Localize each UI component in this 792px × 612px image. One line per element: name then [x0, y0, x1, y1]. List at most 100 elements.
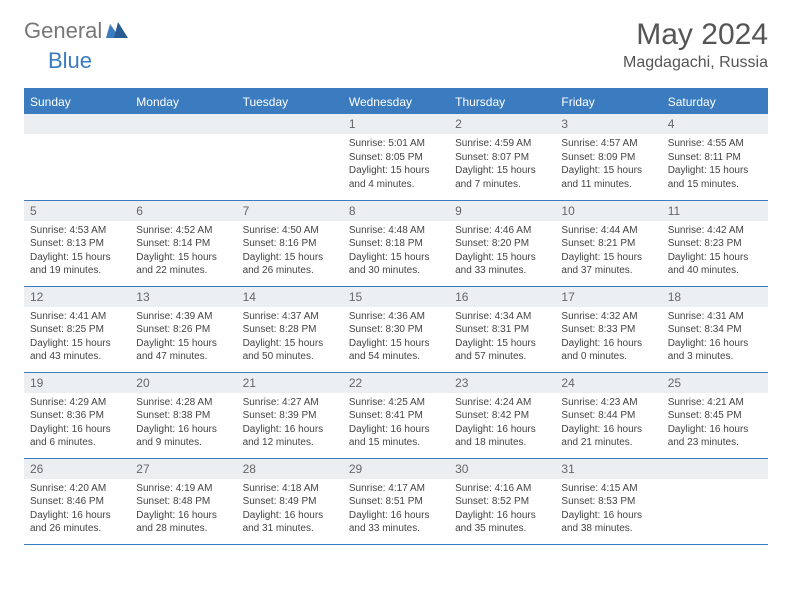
sunrise-text: Sunrise: 4:29 AM: [30, 396, 124, 410]
sunset-text: Sunset: 8:41 PM: [349, 409, 443, 423]
day-number: 6: [130, 201, 236, 221]
day-cell-12: 12Sunrise: 4:41 AMSunset: 8:25 PMDayligh…: [24, 286, 130, 372]
sunset-text: Sunset: 8:16 PM: [243, 237, 337, 251]
day-number: 22: [343, 373, 449, 393]
calendar-row: 19Sunrise: 4:29 AMSunset: 8:36 PMDayligh…: [24, 372, 768, 458]
day-number: 29: [343, 459, 449, 479]
day-cell-2: 2Sunrise: 4:59 AMSunset: 8:07 PMDaylight…: [449, 114, 555, 200]
weekday-sunday: Sunday: [24, 89, 130, 114]
sunset-text: Sunset: 8:36 PM: [30, 409, 124, 423]
day-number: 16: [449, 287, 555, 307]
calendar-row: 12Sunrise: 4:41 AMSunset: 8:25 PMDayligh…: [24, 286, 768, 372]
day-cell-4: 4Sunrise: 4:55 AMSunset: 8:11 PMDaylight…: [662, 114, 768, 200]
sunset-text: Sunset: 8:05 PM: [349, 151, 443, 165]
sunset-text: Sunset: 8:07 PM: [455, 151, 549, 165]
sunrise-text: Sunrise: 4:53 AM: [30, 224, 124, 238]
sunset-text: Sunset: 8:11 PM: [668, 151, 762, 165]
day-number: 3: [555, 114, 661, 134]
daylight-text: Daylight: 15 hours and 30 minutes.: [349, 251, 443, 278]
daylight-text: Daylight: 16 hours and 35 minutes.: [455, 509, 549, 536]
sunset-text: Sunset: 8:46 PM: [30, 495, 124, 509]
day-number: 20: [130, 373, 236, 393]
sunset-text: Sunset: 8:38 PM: [136, 409, 230, 423]
sunrise-text: Sunrise: 4:27 AM: [243, 396, 337, 410]
daylight-text: Daylight: 16 hours and 12 minutes.: [243, 423, 337, 450]
brand-text-2: Blue: [48, 48, 92, 73]
day-cell-16: 16Sunrise: 4:34 AMSunset: 8:31 PMDayligh…: [449, 286, 555, 372]
calendar-row: 1Sunrise: 5:01 AMSunset: 8:05 PMDaylight…: [24, 114, 768, 200]
day-number: 21: [237, 373, 343, 393]
sunset-text: Sunset: 8:52 PM: [455, 495, 549, 509]
day-details: Sunrise: 4:48 AMSunset: 8:18 PMDaylight:…: [343, 221, 449, 281]
daylight-text: Daylight: 16 hours and 21 minutes.: [561, 423, 655, 450]
brand-logo: General: [24, 18, 132, 44]
sunrise-text: Sunrise: 4:55 AM: [668, 137, 762, 151]
day-details: Sunrise: 4:39 AMSunset: 8:26 PMDaylight:…: [130, 307, 236, 367]
day-details: Sunrise: 4:15 AMSunset: 8:53 PMDaylight:…: [555, 479, 661, 539]
day-number-empty: [662, 459, 768, 479]
daylight-text: Daylight: 16 hours and 23 minutes.: [668, 423, 762, 450]
day-details: Sunrise: 4:42 AMSunset: 8:23 PMDaylight:…: [662, 221, 768, 281]
day-cell-22: 22Sunrise: 4:25 AMSunset: 8:41 PMDayligh…: [343, 372, 449, 458]
daylight-text: Daylight: 16 hours and 0 minutes.: [561, 337, 655, 364]
sunrise-text: Sunrise: 4:34 AM: [455, 310, 549, 324]
daylight-text: Daylight: 15 hours and 33 minutes.: [455, 251, 549, 278]
day-number: 19: [24, 373, 130, 393]
sunset-text: Sunset: 8:28 PM: [243, 323, 337, 337]
day-cell-29: 29Sunrise: 4:17 AMSunset: 8:51 PMDayligh…: [343, 458, 449, 544]
sunset-text: Sunset: 8:49 PM: [243, 495, 337, 509]
day-details: Sunrise: 4:36 AMSunset: 8:30 PMDaylight:…: [343, 307, 449, 367]
daylight-text: Daylight: 15 hours and 40 minutes.: [668, 251, 762, 278]
sunset-text: Sunset: 8:48 PM: [136, 495, 230, 509]
sunrise-text: Sunrise: 4:18 AM: [243, 482, 337, 496]
daylight-text: Daylight: 15 hours and 57 minutes.: [455, 337, 549, 364]
day-cell-18: 18Sunrise: 4:31 AMSunset: 8:34 PMDayligh…: [662, 286, 768, 372]
month-year: May 2024: [623, 18, 768, 52]
day-number: 17: [555, 287, 661, 307]
sunrise-text: Sunrise: 4:15 AM: [561, 482, 655, 496]
sunrise-text: Sunrise: 4:59 AM: [455, 137, 549, 151]
day-details: Sunrise: 4:31 AMSunset: 8:34 PMDaylight:…: [662, 307, 768, 367]
day-number: 18: [662, 287, 768, 307]
sunrise-text: Sunrise: 4:19 AM: [136, 482, 230, 496]
day-details: Sunrise: 4:46 AMSunset: 8:20 PMDaylight:…: [449, 221, 555, 281]
sunrise-text: Sunrise: 4:23 AM: [561, 396, 655, 410]
day-number: 2: [449, 114, 555, 134]
daylight-text: Daylight: 15 hours and 37 minutes.: [561, 251, 655, 278]
sunrise-text: Sunrise: 4:32 AM: [561, 310, 655, 324]
day-cell-13: 13Sunrise: 4:39 AMSunset: 8:26 PMDayligh…: [130, 286, 236, 372]
daylight-text: Daylight: 15 hours and 19 minutes.: [30, 251, 124, 278]
day-details: Sunrise: 4:44 AMSunset: 8:21 PMDaylight:…: [555, 221, 661, 281]
sunset-text: Sunset: 8:26 PM: [136, 323, 230, 337]
day-details: Sunrise: 4:34 AMSunset: 8:31 PMDaylight:…: [449, 307, 555, 367]
day-number: 26: [24, 459, 130, 479]
daylight-text: Daylight: 16 hours and 15 minutes.: [349, 423, 443, 450]
sunrise-text: Sunrise: 4:24 AM: [455, 396, 549, 410]
weekday-friday: Friday: [555, 89, 661, 114]
weekday-header: SundayMondayTuesdayWednesdayThursdayFrid…: [24, 89, 768, 114]
day-details: Sunrise: 5:01 AMSunset: 8:05 PMDaylight:…: [343, 134, 449, 194]
day-cell-20: 20Sunrise: 4:28 AMSunset: 8:38 PMDayligh…: [130, 372, 236, 458]
sunset-text: Sunset: 8:18 PM: [349, 237, 443, 251]
sunrise-text: Sunrise: 4:39 AM: [136, 310, 230, 324]
day-cell-empty: [130, 114, 236, 200]
day-number: 30: [449, 459, 555, 479]
calendar-row: 26Sunrise: 4:20 AMSunset: 8:46 PMDayligh…: [24, 458, 768, 544]
day-number: 8: [343, 201, 449, 221]
daylight-text: Daylight: 15 hours and 4 minutes.: [349, 164, 443, 191]
daylight-text: Daylight: 16 hours and 6 minutes.: [30, 423, 124, 450]
day-number: 28: [237, 459, 343, 479]
sunset-text: Sunset: 8:30 PM: [349, 323, 443, 337]
day-cell-1: 1Sunrise: 5:01 AMSunset: 8:05 PMDaylight…: [343, 114, 449, 200]
day-cell-31: 31Sunrise: 4:15 AMSunset: 8:53 PMDayligh…: [555, 458, 661, 544]
daylight-text: Daylight: 15 hours and 26 minutes.: [243, 251, 337, 278]
day-details: Sunrise: 4:37 AMSunset: 8:28 PMDaylight:…: [237, 307, 343, 367]
daylight-text: Daylight: 15 hours and 22 minutes.: [136, 251, 230, 278]
daylight-text: Daylight: 15 hours and 15 minutes.: [668, 164, 762, 191]
sunrise-text: Sunrise: 4:52 AM: [136, 224, 230, 238]
brand-text-1: General: [24, 18, 102, 44]
sunset-text: Sunset: 8:53 PM: [561, 495, 655, 509]
day-details: Sunrise: 4:29 AMSunset: 8:36 PMDaylight:…: [24, 393, 130, 453]
day-number-empty: [130, 114, 236, 134]
day-details: Sunrise: 4:18 AMSunset: 8:49 PMDaylight:…: [237, 479, 343, 539]
